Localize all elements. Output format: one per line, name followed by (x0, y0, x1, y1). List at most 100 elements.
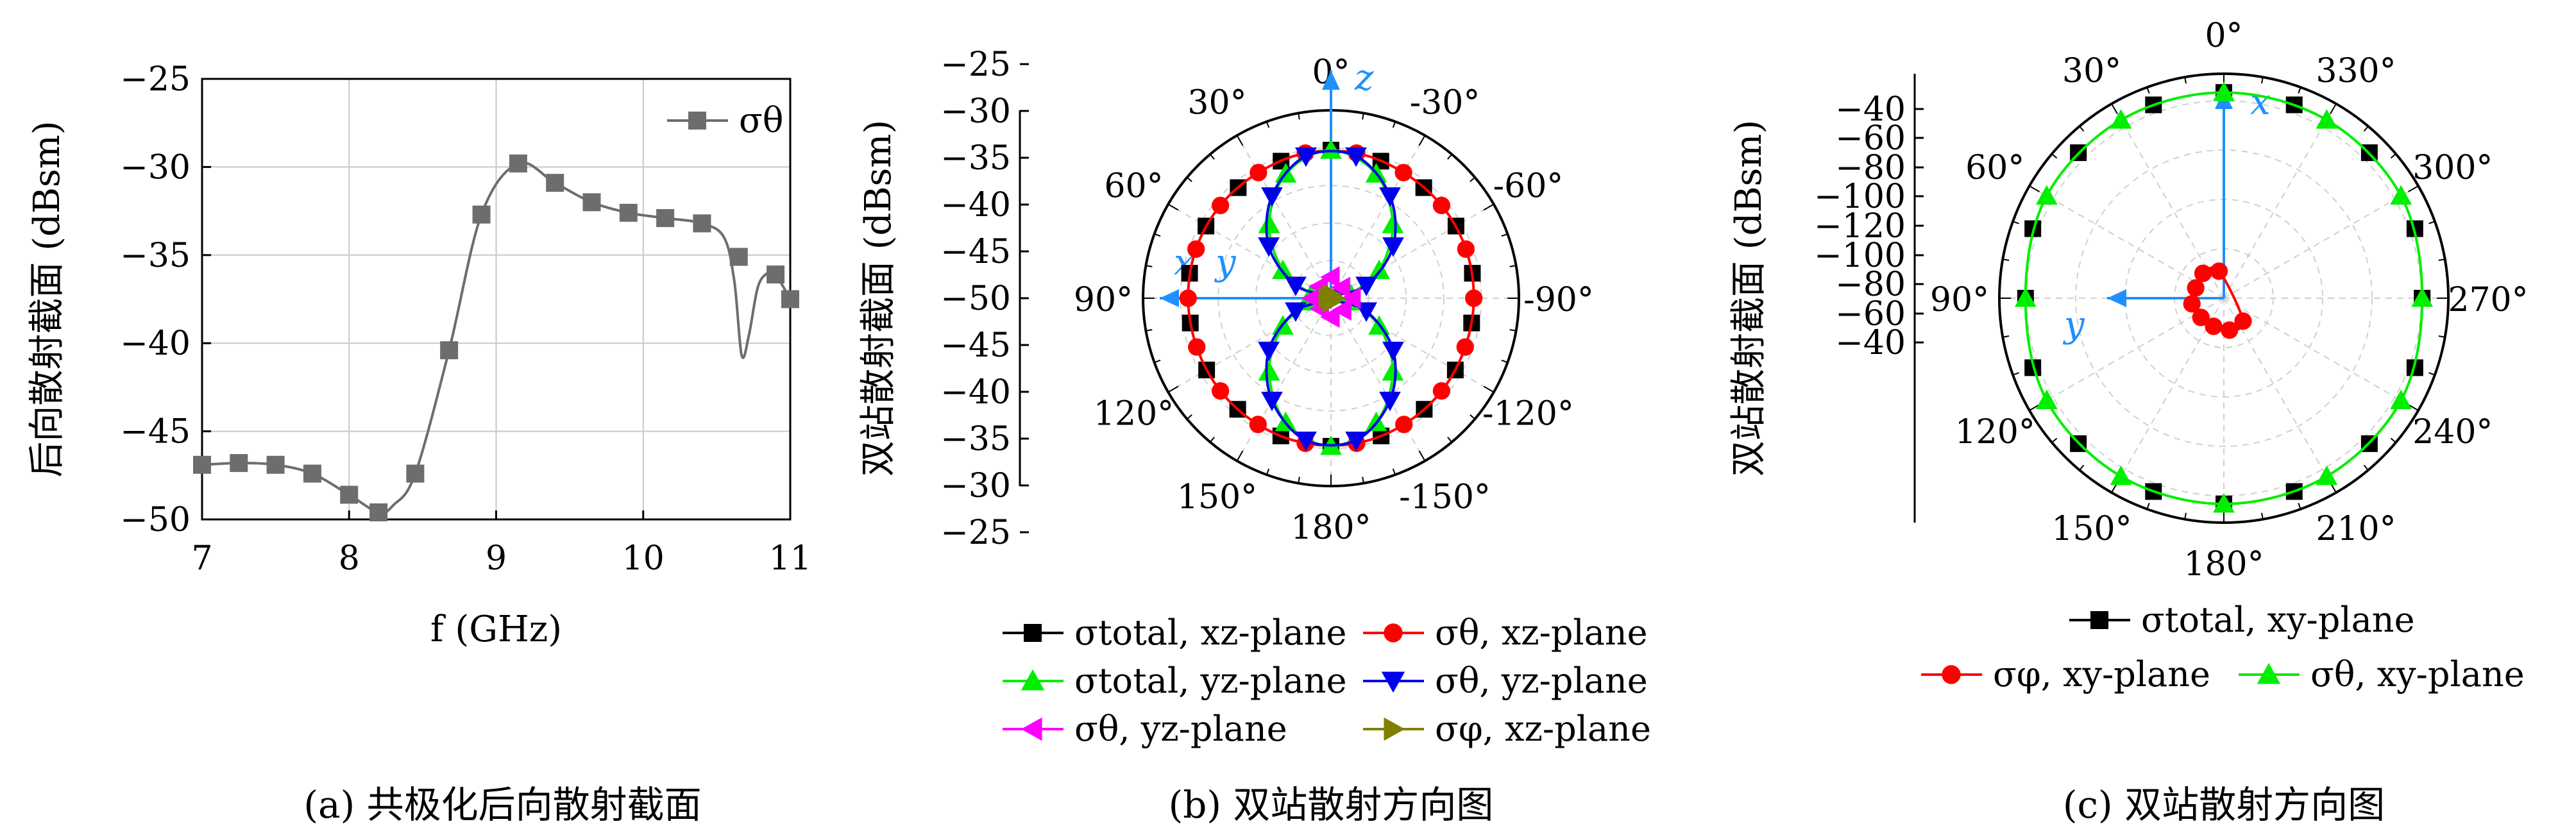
y-axis-label: 后向散射截面 (dBsm) (26, 121, 68, 477)
y-tick-label: −50 (120, 501, 191, 539)
radial-tick-label: −45 (940, 326, 1011, 365)
radial-tick-label: −25 (940, 46, 1011, 84)
radial-tick-label: −35 (940, 420, 1011, 459)
data-point (2221, 321, 2239, 339)
radial-tick-label: −60 (1835, 119, 1906, 158)
radial-tick-label: −45 (940, 233, 1011, 271)
data-point (1261, 187, 1283, 207)
data-point (1345, 432, 1367, 451)
y-tick-label: −35 (120, 237, 191, 275)
data-point (1332, 299, 1352, 321)
angle-label: 180° (2183, 545, 2264, 584)
data-point (1295, 147, 1317, 167)
panel-b-polar-chart: 0°30°60°90°120°150°180°-30°-60°-90°-120°… (858, 46, 1651, 827)
data-point (2234, 312, 2252, 330)
angle-label: 90° (1074, 281, 1133, 319)
data-point (1258, 214, 1280, 233)
y-axis-label: 双站散射截面 (dBsm) (858, 120, 899, 476)
polar-spoke (2223, 298, 2419, 411)
data-point (1188, 338, 1206, 356)
data-point (2110, 109, 2132, 129)
data-point (1355, 276, 1377, 296)
coordinate-arrow-head (1160, 289, 1179, 307)
x-tick-label: 7 (191, 539, 212, 578)
angle-tick (1418, 450, 1426, 462)
legend-label: σθ, yz-plane (1074, 709, 1287, 749)
angle-label: 180° (1291, 509, 1371, 547)
data-point (2316, 109, 2338, 129)
radial-tick-label: −100 (1814, 178, 1906, 216)
data-point (440, 341, 459, 360)
radial-tick-label: −35 (940, 139, 1011, 178)
data-point (1456, 338, 1474, 356)
y-axis-label: 双站散射截面 (dBsm) (1728, 120, 1770, 476)
radial-tick-label: −40 (1835, 90, 1906, 129)
angle-tick (2408, 185, 2419, 192)
angle-tick (1167, 203, 1179, 211)
angle-label: 120° (1955, 413, 2035, 451)
data-point (2210, 262, 2228, 280)
data-point (2316, 465, 2338, 485)
radial-tick-label: −40 (940, 186, 1011, 224)
data-point (230, 454, 248, 473)
data-point (781, 290, 799, 308)
legend-marker (688, 112, 706, 130)
data-point (2035, 389, 2058, 409)
legend-marker (1384, 623, 1403, 643)
x-tick-label: 9 (486, 539, 507, 578)
angle-label: 120° (1094, 395, 1174, 433)
polar-spoke (2223, 185, 2419, 299)
polar-spoke (2029, 185, 2224, 299)
polar-spoke (1330, 298, 1426, 462)
data-point (1285, 302, 1307, 322)
angle-tick (2408, 404, 2419, 411)
coordinate-arrow-head (2107, 289, 2126, 307)
angle-label: -30° (1410, 84, 1480, 122)
data-point (1330, 276, 1351, 299)
polar-spoke (2029, 298, 2224, 411)
legend-marker (1021, 717, 1042, 741)
y-tick-label: −45 (120, 413, 191, 451)
legend-marker (1021, 669, 1045, 691)
data-point (619, 203, 638, 222)
x-tick-label: 10 (622, 539, 665, 578)
legend-marker (1381, 671, 1405, 693)
angle-label: 240° (2412, 413, 2493, 451)
coordinate-arrow-head (1322, 71, 1340, 90)
data-point (546, 174, 564, 192)
data-point (1341, 287, 1361, 309)
data-point (303, 464, 321, 483)
data-point (2213, 81, 2235, 101)
legend-marker (1024, 624, 1042, 642)
angle-label: -120° (1482, 395, 1574, 433)
coordinate-axis-label: x (2250, 81, 2271, 123)
data-point (1211, 196, 1230, 215)
data-point (1465, 289, 1483, 307)
data-point (2187, 279, 2205, 297)
data-point (1382, 361, 1404, 381)
data-point (2213, 492, 2235, 513)
angle-tick (1483, 385, 1495, 393)
data-point (1368, 259, 1391, 280)
data-point (266, 455, 285, 474)
data-point (1457, 240, 1475, 258)
panel-c-polar-chart: 0° 30° 60° 90° 120° 150° 180° 210° 240° 270° 300° 3… (1728, 17, 2529, 827)
angle-label: 90° (1930, 281, 1989, 319)
angle-tick (2330, 103, 2337, 114)
polar-spoke (1167, 298, 1332, 393)
angle-label: 30° (2062, 52, 2121, 90)
data-point (1271, 259, 1294, 280)
legend-label: σφ, xy-plane (1993, 654, 2210, 694)
data-point (582, 193, 601, 212)
polar-spoke (1330, 135, 1426, 299)
legend-label: σtotal, yz-plane (1074, 661, 1347, 701)
radial-tick-label: −25 (940, 514, 1011, 552)
data-point (1355, 302, 1377, 322)
data-point (1382, 214, 1404, 233)
y-tick-label: −40 (120, 324, 191, 363)
angle-label: 60° (1104, 167, 1163, 206)
caption: (c) 双站散射方向图 (2063, 783, 2385, 827)
legend-label: σtotal, xy-plane (2141, 600, 2415, 640)
angle-tick (2029, 185, 2040, 192)
data-point (2194, 264, 2212, 282)
